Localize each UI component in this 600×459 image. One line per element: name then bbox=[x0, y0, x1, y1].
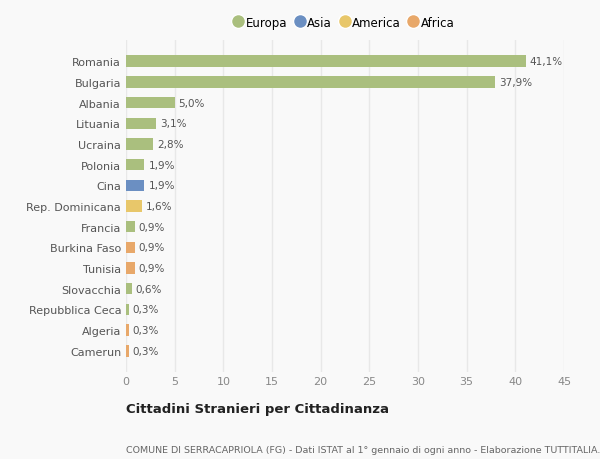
Text: 1,9%: 1,9% bbox=[148, 181, 175, 191]
Text: 2,8%: 2,8% bbox=[157, 140, 184, 150]
Bar bbox=[126, 180, 145, 191]
Text: 0,3%: 0,3% bbox=[133, 325, 159, 336]
Text: 3,1%: 3,1% bbox=[160, 119, 187, 129]
Bar bbox=[126, 118, 156, 129]
Bar bbox=[126, 139, 153, 150]
Bar bbox=[126, 242, 135, 253]
Text: 37,9%: 37,9% bbox=[499, 78, 532, 88]
Bar bbox=[126, 263, 135, 274]
Text: 0,9%: 0,9% bbox=[139, 263, 165, 274]
Text: 1,6%: 1,6% bbox=[145, 202, 172, 212]
Bar bbox=[126, 304, 129, 315]
Text: COMUNE DI SERRACAPRIOLA (FG) - Dati ISTAT al 1° gennaio di ogni anno - Elaborazi: COMUNE DI SERRACAPRIOLA (FG) - Dati ISTA… bbox=[126, 445, 600, 454]
Bar bbox=[126, 325, 129, 336]
Bar bbox=[126, 98, 175, 109]
Text: 0,6%: 0,6% bbox=[136, 284, 162, 294]
Bar bbox=[126, 160, 145, 171]
Text: 0,9%: 0,9% bbox=[139, 243, 165, 253]
Bar bbox=[126, 346, 129, 357]
Legend: Europa, Asia, America, Africa: Europa, Asia, America, Africa bbox=[233, 14, 457, 32]
Text: 0,9%: 0,9% bbox=[139, 222, 165, 232]
Bar bbox=[126, 284, 132, 295]
Bar bbox=[126, 201, 142, 212]
Text: 0,3%: 0,3% bbox=[133, 346, 159, 356]
Bar bbox=[126, 222, 135, 233]
Bar bbox=[126, 56, 526, 67]
Text: 41,1%: 41,1% bbox=[530, 57, 563, 67]
Text: Cittadini Stranieri per Cittadinanza: Cittadini Stranieri per Cittadinanza bbox=[126, 403, 389, 415]
Text: 1,9%: 1,9% bbox=[148, 160, 175, 170]
Text: 5,0%: 5,0% bbox=[179, 98, 205, 108]
Text: 0,3%: 0,3% bbox=[133, 305, 159, 315]
Bar bbox=[126, 77, 495, 88]
